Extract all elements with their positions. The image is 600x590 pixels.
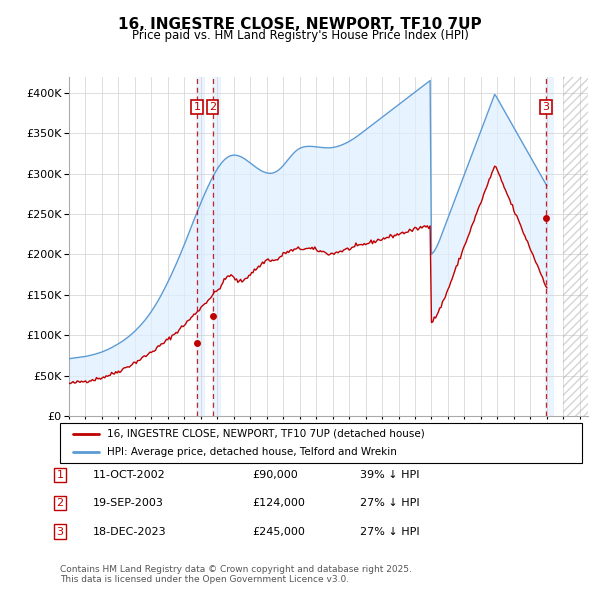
Text: 1: 1 xyxy=(194,102,200,112)
Bar xyxy=(196,77,205,416)
Text: 2: 2 xyxy=(56,499,64,508)
Text: 39% ↓ HPI: 39% ↓ HPI xyxy=(360,470,419,480)
Text: 3: 3 xyxy=(542,102,550,112)
Text: 1: 1 xyxy=(56,470,64,480)
Text: £245,000: £245,000 xyxy=(252,527,305,536)
Text: Contains HM Land Registry data © Crown copyright and database right 2025.
This d: Contains HM Land Registry data © Crown c… xyxy=(60,565,412,584)
Text: 27% ↓ HPI: 27% ↓ HPI xyxy=(360,499,419,508)
Text: 3: 3 xyxy=(56,527,64,536)
Text: 2: 2 xyxy=(209,102,216,112)
Bar xyxy=(212,77,221,416)
Text: HPI: Average price, detached house, Telford and Wrekin: HPI: Average price, detached house, Telf… xyxy=(107,447,397,457)
Text: 19-SEP-2003: 19-SEP-2003 xyxy=(93,499,164,508)
Text: 11-OCT-2002: 11-OCT-2002 xyxy=(93,470,166,480)
Bar xyxy=(545,77,554,416)
Text: £90,000: £90,000 xyxy=(252,470,298,480)
Text: Price paid vs. HM Land Registry's House Price Index (HPI): Price paid vs. HM Land Registry's House … xyxy=(131,30,469,42)
Text: 16, INGESTRE CLOSE, NEWPORT, TF10 7UP (detached house): 16, INGESTRE CLOSE, NEWPORT, TF10 7UP (d… xyxy=(107,429,425,439)
Text: 18-DEC-2023: 18-DEC-2023 xyxy=(93,527,167,536)
Text: 27% ↓ HPI: 27% ↓ HPI xyxy=(360,527,419,536)
Text: 16, INGESTRE CLOSE, NEWPORT, TF10 7UP: 16, INGESTRE CLOSE, NEWPORT, TF10 7UP xyxy=(118,17,482,31)
Text: £124,000: £124,000 xyxy=(252,499,305,508)
FancyBboxPatch shape xyxy=(60,423,582,463)
